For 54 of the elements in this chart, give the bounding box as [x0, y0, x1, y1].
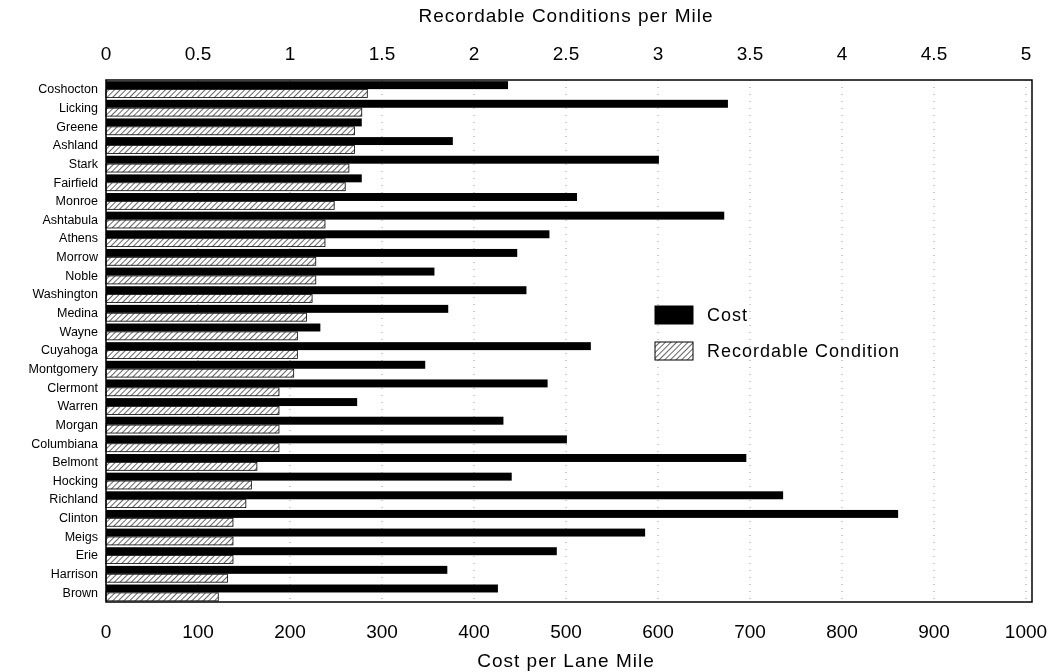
y-tick-label: Brown — [62, 585, 99, 600]
y-tick-label: Ashland — [52, 138, 99, 153]
x-tick-label: 700 — [734, 621, 766, 642]
y-tick-label: Coshocton — [38, 82, 99, 97]
x2-tick-label: 1 — [284, 43, 296, 64]
y-tick-label: Greene — [56, 119, 99, 134]
x2-tick-label: 4.5 — [920, 43, 948, 64]
y-tick-label: Medina — [57, 306, 99, 321]
y-tick-label: Montgomery — [28, 361, 99, 376]
y-tick-label: Cuyahoga — [41, 343, 99, 358]
x2-tick-label: 3 — [652, 43, 664, 64]
y-tick-label: Fairfield — [53, 175, 99, 190]
x2-tick-label: 1.5 — [368, 43, 396, 64]
x-tick-label: 300 — [366, 621, 398, 642]
y-tick-label: Harrison — [50, 567, 99, 582]
x-tick-label: 900 — [918, 621, 950, 642]
y-tick-label: Licking — [59, 100, 99, 115]
x-tick-label: 800 — [826, 621, 858, 642]
legend-label: Cost — [707, 305, 749, 325]
x2-tick-label: 5 — [1020, 43, 1032, 64]
x2-tick-label: 4 — [836, 43, 848, 64]
y-tick-label: Belmont — [52, 455, 99, 470]
y-tick-label: Ashtabula — [42, 212, 99, 227]
y-tick-label: Washington — [32, 287, 99, 302]
y-tick-label: Erie — [75, 548, 99, 563]
x-tick-label: 100 — [182, 621, 214, 642]
x-tick-label: 600 — [642, 621, 674, 642]
x-tick-label: 200 — [274, 621, 306, 642]
y-tick-label: Clermont — [47, 380, 99, 395]
x2-tick-label: 0 — [100, 43, 112, 64]
x-axis-title: Cost per Lane Mile — [477, 650, 655, 671]
x2-tick-label: 2 — [468, 43, 480, 64]
y-tick-label: Warren — [57, 399, 99, 414]
y-tick-label: Meigs — [64, 529, 98, 544]
x-tick-label: 500 — [550, 621, 582, 642]
y-tick-label: Stark — [68, 156, 99, 171]
y-tick-label: Clinton — [59, 511, 99, 526]
y-tick-label: Athens — [59, 231, 98, 246]
x2-tick-label: 3.5 — [736, 43, 764, 64]
x-tick-label: 0 — [100, 621, 112, 642]
x2-tick-label: 2.5 — [552, 43, 580, 64]
x2-tick-label: 0.5 — [184, 43, 212, 64]
y-tick-label: Wayne — [59, 324, 99, 339]
y-tick-label: Columbiana — [31, 436, 99, 451]
y-tick-label: Noble — [65, 268, 99, 283]
y-tick-label: Morgan — [55, 417, 99, 432]
x2-axis-title: Recordable Conditions per Mile — [418, 5, 714, 26]
y-tick-label: Hocking — [52, 473, 99, 488]
y-tick-label: Monroe — [55, 194, 99, 209]
x-tick-label: 400 — [458, 621, 490, 642]
y-tick-label: Richland — [49, 492, 99, 507]
legend-label: Recordable Condition — [707, 341, 901, 361]
y-tick-label: Morrow — [56, 250, 99, 265]
x-tick-label: 1000 — [1004, 621, 1048, 642]
